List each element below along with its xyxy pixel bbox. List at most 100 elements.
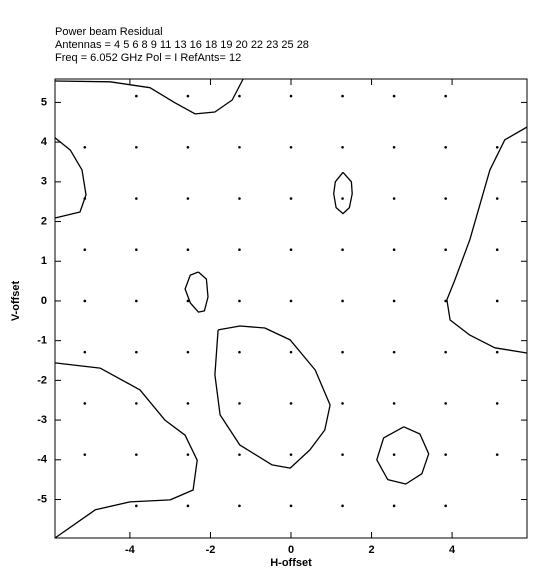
y-tick-label: 1: [41, 255, 47, 267]
sample-point: [135, 248, 138, 252]
sample-point: [289, 197, 293, 200]
sample-point: [83, 145, 87, 149]
contour-line: [184, 271, 209, 313]
y-axis-title: V-offset: [10, 280, 22, 321]
sample-point: [495, 350, 499, 354]
sample-point: [289, 94, 293, 98]
sample-point: [392, 94, 396, 98]
y-tick-label: 4: [41, 136, 48, 148]
chart-title-line: Freq = 6.052 GHz Pol = I RefAnts= 12: [55, 52, 241, 64]
sample-point: [135, 504, 138, 508]
sample-point: [392, 350, 396, 354]
x-tick-label: 0: [288, 544, 294, 556]
sample-point: [392, 197, 396, 200]
sample-point: [444, 145, 447, 149]
sample-point: [186, 402, 190, 405]
x-tick-label: 4: [449, 544, 456, 556]
sample-point: [238, 504, 241, 508]
sample-point: [341, 299, 344, 303]
sample-point: [238, 402, 241, 405]
y-tick-label: 2: [41, 215, 47, 227]
sample-point: [83, 248, 87, 252]
sample-point: [495, 248, 499, 252]
sample-point: [341, 197, 344, 200]
sample-point: [392, 145, 396, 149]
sample-point: [444, 197, 447, 200]
sample-point: [83, 299, 87, 303]
sample-point: [341, 402, 344, 405]
sample-point: [289, 145, 293, 149]
sample-point: [135, 94, 138, 98]
sample-point: [135, 350, 138, 354]
x-axis-title: H-offset: [270, 557, 312, 569]
y-tick-label: -4: [37, 454, 48, 466]
contour-line: [54, 78, 244, 115]
sample-point: [135, 299, 138, 303]
x-tick-label: 2: [368, 544, 374, 556]
y-tick-label: -5: [37, 493, 47, 505]
y-tick-label: -2: [37, 374, 47, 386]
sample-point: [341, 350, 344, 354]
y-tick-label: 3: [41, 176, 47, 188]
sample-point: [341, 504, 344, 508]
sample-point: [135, 197, 138, 200]
sample-point: [135, 402, 138, 405]
sample-point: [238, 350, 241, 354]
y-tick-label: 5: [41, 96, 47, 108]
sample-point: [186, 453, 190, 456]
sample-point: [238, 94, 241, 98]
sample-point: [289, 299, 293, 303]
sample-point: [186, 94, 190, 98]
sample-point: [444, 248, 447, 252]
sample-point: [289, 504, 293, 508]
sample-point: [392, 453, 396, 456]
sample-point: [444, 94, 447, 98]
contour-line: [333, 171, 353, 215]
sample-point: [186, 299, 190, 303]
sample-point: [289, 453, 293, 456]
sample-point: [495, 299, 499, 303]
sample-point: [289, 402, 293, 405]
x-tick-label: -2: [206, 544, 216, 556]
sample-point: [495, 402, 499, 405]
contour-line: [54, 362, 198, 539]
sample-point: [444, 453, 447, 456]
sample-point: [186, 197, 190, 200]
sample-point: [444, 350, 447, 354]
sample-point: [341, 145, 344, 149]
sample-point: [135, 453, 138, 456]
x-tick-label: -4: [125, 544, 136, 556]
sample-point: [83, 350, 87, 354]
sample-point: [392, 402, 396, 405]
sample-point: [341, 453, 344, 456]
sample-point: [444, 504, 447, 508]
contour-line: [54, 137, 87, 219]
sample-point: [186, 248, 190, 252]
sample-point: [495, 453, 499, 456]
sample-point: [186, 145, 190, 149]
chart-title-line: Antennas = 4 5 6 8 9 11 13 16 18 19 20 2…: [55, 39, 309, 51]
chart-title-line: Power beam Residual: [55, 26, 163, 38]
sample-point: [238, 248, 241, 252]
contour-line: [376, 426, 430, 485]
sample-point: [238, 299, 241, 303]
sample-point: [392, 299, 396, 303]
sample-point: [186, 504, 190, 508]
sample-point: [135, 145, 138, 149]
contour-line: [446, 126, 528, 354]
sample-point: [495, 197, 499, 200]
y-tick-label: -1: [37, 335, 47, 347]
sample-point: [238, 197, 241, 200]
sample-point: [238, 145, 241, 149]
sample-point: [186, 350, 190, 354]
y-tick-label: -3: [37, 414, 47, 426]
sample-point: [289, 350, 293, 354]
contour-line: [214, 325, 331, 469]
sample-point: [83, 453, 87, 456]
sample-point: [289, 248, 293, 252]
sample-point: [392, 248, 396, 252]
sample-point: [341, 248, 344, 252]
sample-point: [392, 504, 396, 508]
sample-point: [444, 402, 447, 405]
